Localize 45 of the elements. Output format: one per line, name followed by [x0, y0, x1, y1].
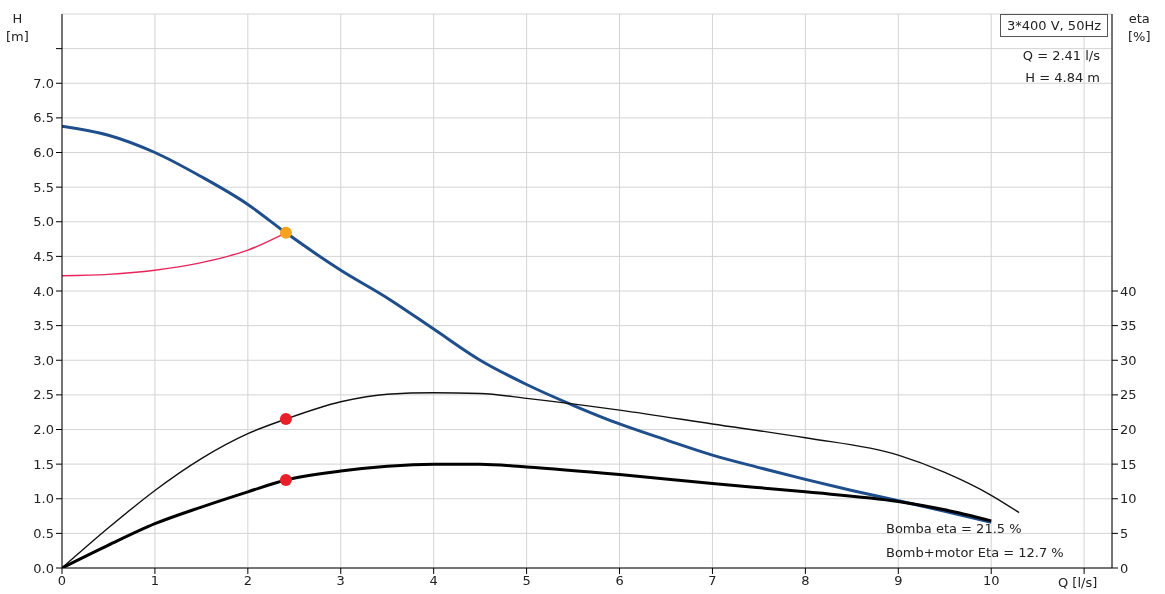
x-tick-label: 9 — [894, 573, 903, 589]
annotation: Q = 2.41 l/s — [1022, 48, 1100, 63]
annotation: 3*400 V, 50Hz — [999, 14, 1108, 37]
y-tick-label: 5.5 — [33, 179, 54, 195]
x-tick-label: 4 — [429, 573, 438, 589]
x-tick-label: 1 — [150, 573, 160, 589]
y-tick-label: 6.0 — [33, 145, 54, 161]
y2-tick-label: 0 — [1120, 560, 1129, 576]
x-tick-label: 6 — [615, 573, 624, 589]
y-tick-label: 6.5 — [33, 110, 54, 126]
y-tick-label: 5.0 — [33, 214, 54, 230]
y-tick-label: 4.0 — [33, 283, 54, 299]
y-axis-title: H [m] — [6, 10, 29, 46]
y-tick-label: 3.0 — [33, 352, 54, 368]
y2-tick-label: 10 — [1120, 491, 1137, 507]
y-tick-label: 7.0 — [33, 75, 54, 91]
x-tick-label: 0 — [57, 573, 67, 589]
x-tick-label: 2 — [243, 573, 252, 589]
y2-tick-label: 40 — [1120, 283, 1137, 299]
y-tick-label: 4.5 — [33, 248, 54, 264]
y2-tick-label: 35 — [1120, 318, 1137, 334]
y-tick-label: 0.5 — [33, 525, 54, 541]
line-series — [62, 392, 1020, 568]
y-tick-label: 3.5 — [33, 318, 54, 334]
y2-tick-label: 25 — [1120, 387, 1137, 403]
y2-tick-label: 15 — [1120, 456, 1137, 472]
x-tick-label: 10 — [982, 573, 1000, 589]
y-tick-label: 2.0 — [33, 422, 54, 438]
line-series — [62, 124, 993, 524]
x-tick-label: 7 — [708, 573, 717, 589]
x-tick-label: 3 — [336, 573, 345, 589]
annotation: Bomb+motor Eta = 12.7 % — [886, 545, 1064, 560]
y-tick-label: 2.5 — [33, 387, 54, 403]
y-tick-label: 1.0 — [33, 491, 54, 507]
y-tick-label: 0.0 — [33, 560, 54, 576]
annotation: Bomba eta = 21.5 % — [886, 521, 1022, 536]
x-axis-title: Q [l/s] — [1058, 575, 1098, 590]
x-tick-label: 8 — [801, 573, 810, 589]
annotation: H = 4.84 m — [1025, 70, 1100, 85]
y2-tick-label: 5 — [1120, 525, 1129, 541]
x-tick-label: 5 — [522, 573, 531, 589]
y2-tick-label: 20 — [1120, 422, 1137, 438]
y2-axis-title: eta [%] — [1128, 10, 1151, 46]
y-tick-label: 1.5 — [33, 456, 54, 472]
y2-tick-label: 30 — [1120, 352, 1137, 368]
